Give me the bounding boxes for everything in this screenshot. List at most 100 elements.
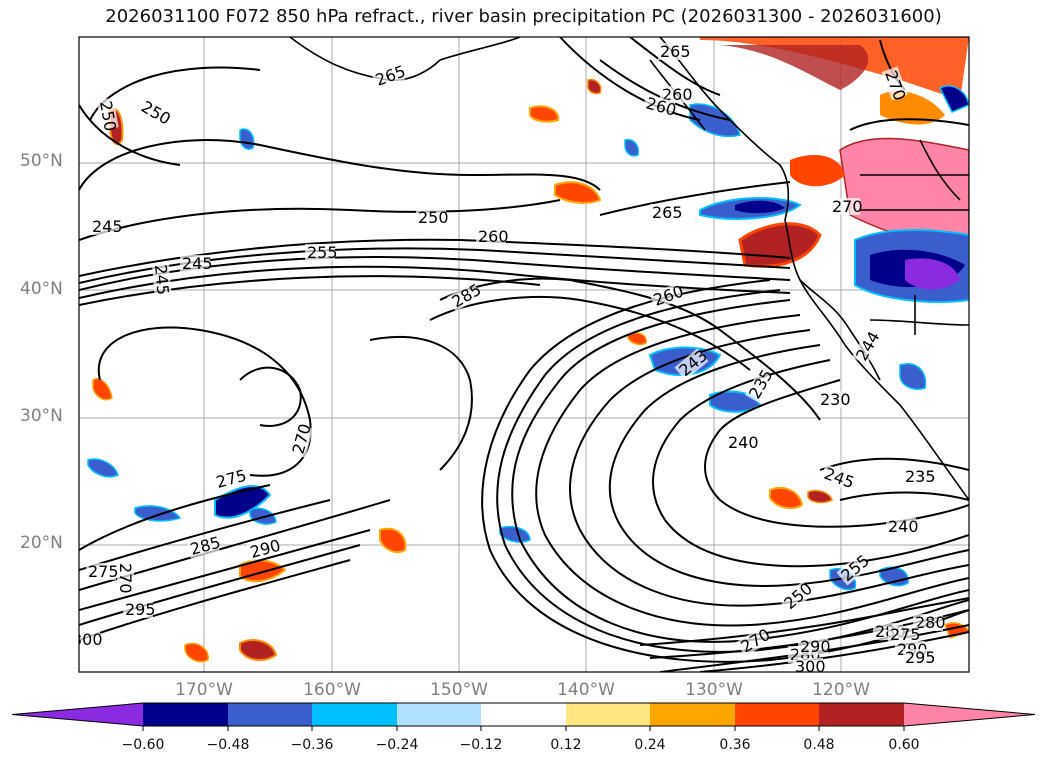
precip-blob [769, 486, 804, 509]
colorbar-tick: 0.12 [550, 737, 582, 753]
contour-label-bg [660, 86, 690, 103]
precip-blob [249, 507, 277, 525]
colorbar-extend-max [904, 703, 1035, 726]
contour-label-bg [818, 391, 848, 408]
contour-label: 290 [800, 637, 831, 656]
contour-label: 280 [915, 613, 946, 632]
contour-label: 270 [116, 563, 135, 594]
contour-label: 265 [660, 42, 691, 61]
colorbar-tick: −0.24 [375, 737, 419, 753]
precip-blob [880, 91, 945, 125]
colorbar-tick: −0.12 [459, 737, 503, 753]
contour-line [559, 37, 701, 121]
contour-line [649, 609, 969, 659]
precip-blob [627, 332, 647, 346]
contour-line [79, 199, 561, 241]
map-frame [78, 36, 970, 673]
contour-line [511, 299, 969, 643]
contour-label-bg [416, 209, 446, 226]
contour-label-bg [886, 518, 916, 535]
contour-label: 260 [662, 85, 693, 104]
lon-label-130w: 130°W [685, 680, 743, 700]
precip-blob [554, 181, 602, 204]
contour-line [599, 181, 791, 216]
contour-label-bg [903, 649, 933, 666]
contour-label-bg [851, 330, 882, 366]
colorbar-segment [566, 703, 650, 726]
contour-label-bg [90, 218, 120, 235]
contour-label-bg [447, 281, 482, 312]
contour-label-bg [86, 563, 116, 580]
contour-label-bg [246, 537, 280, 562]
contour-label-bg [476, 228, 506, 245]
colorbar-segment [143, 703, 228, 726]
contour-label-bg [305, 244, 335, 261]
contour-label: 245 [92, 217, 123, 236]
precip-blob [184, 642, 209, 663]
contour-line [569, 329, 969, 607]
precip-blob [700, 37, 969, 100]
contour-line [639, 597, 969, 646]
contour-label-bg [123, 601, 153, 618]
precip-blob [624, 138, 640, 157]
lat-label-40n: 40°N [20, 279, 63, 299]
precip-blob [709, 390, 762, 413]
contour-label-bg [117, 561, 134, 591]
map-title: 2026031100 F072 850 hPa refract., river … [105, 6, 942, 27]
precip-blob [905, 258, 960, 290]
precip-blob [938, 85, 969, 113]
contour-label: 295 [125, 600, 156, 619]
contour-label-bg [186, 534, 220, 559]
contour-label: 240 [888, 517, 919, 536]
colorbar-segment [481, 703, 566, 726]
contour-label-bg [642, 93, 676, 119]
state-border [869, 319, 969, 326]
colorbar-tick: −0.60 [121, 737, 165, 753]
precip-blob [529, 105, 560, 123]
contour-label-bg [798, 638, 828, 655]
contour-label: 260 [478, 227, 509, 246]
lon-label-160w: 160°W [303, 680, 361, 700]
contour-label-bg [744, 368, 775, 404]
contour-label: 255 [307, 243, 338, 262]
contour-label-bg [736, 626, 771, 657]
precip-blob [790, 155, 845, 187]
contour-label-bg [820, 464, 855, 491]
contour-label: 275 [88, 562, 119, 581]
precip-blob [87, 458, 119, 478]
contour-label-bg [881, 66, 908, 101]
colorbar-tick: −0.48 [206, 737, 250, 753]
contour-label-bg [371, 63, 406, 90]
lon-label-150w: 150°W [430, 680, 488, 700]
colorbar-segment [819, 703, 904, 726]
contour-label-bg [836, 553, 871, 586]
contour-line [79, 275, 541, 306]
colorbar-tick: 0.24 [634, 737, 666, 753]
contour-label-bg [658, 43, 688, 60]
contour-line [629, 37, 721, 96]
contour-label: 230 [820, 390, 851, 409]
lat-label-20n: 20°N [20, 533, 63, 553]
colorbar-tick: 0.60 [888, 737, 920, 753]
contour-label-bg [212, 467, 246, 492]
contour-line [699, 631, 969, 672]
precip-blob [720, 45, 869, 90]
contour-label: 240 [728, 433, 759, 452]
contour-label: 270 [832, 197, 863, 216]
lon-label-170w: 170°W [175, 680, 233, 700]
colorbar-tick: 0.48 [803, 737, 835, 753]
precip-blob [587, 78, 602, 95]
contour-line [819, 457, 969, 471]
state-border [919, 139, 961, 201]
contour-label: 300 [72, 630, 103, 649]
contour-label-bg [180, 255, 210, 272]
contour-label-bg [726, 434, 756, 451]
contour-line [79, 544, 361, 626]
precip-blob [134, 505, 182, 522]
contour-line [79, 529, 371, 611]
colorbar-segment [397, 703, 481, 726]
colorbar-tick: −0.36 [290, 737, 334, 753]
colorbar-extend-min [12, 703, 143, 726]
coastline [439, 37, 521, 61]
